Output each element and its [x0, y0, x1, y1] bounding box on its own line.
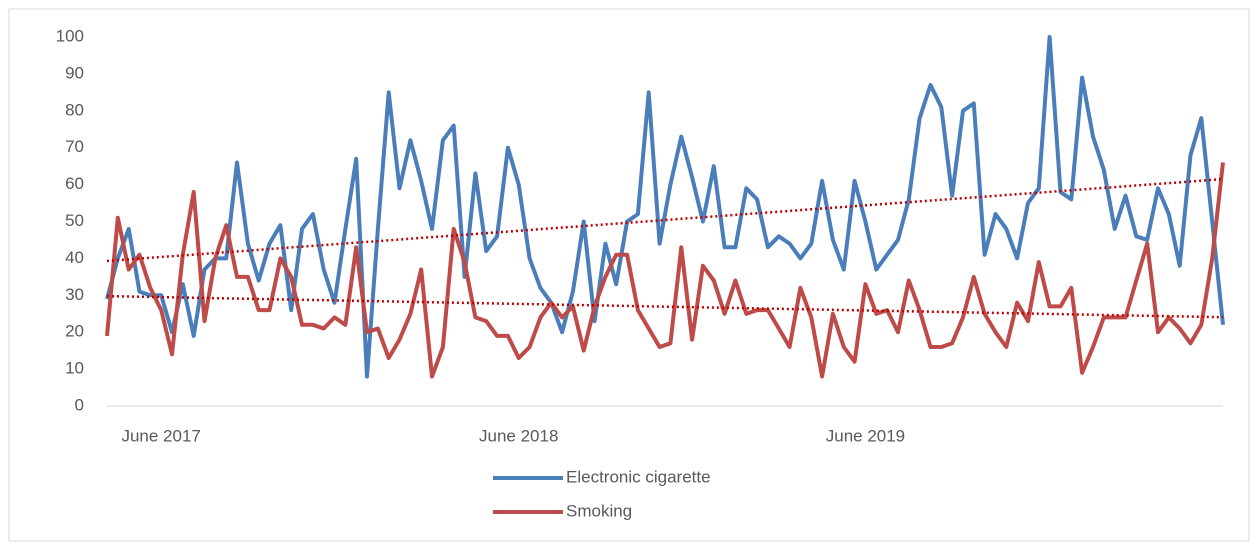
y-tick-label: 90 — [65, 63, 84, 82]
y-tick-label: 30 — [65, 285, 84, 304]
series-line — [105, 162, 1225, 379]
y-tick-label: 50 — [65, 211, 84, 230]
legend-label: Electronic cigarette — [566, 467, 711, 486]
x-tick-label: June 2017 — [121, 426, 200, 445]
series-line — [105, 35, 1225, 379]
legend-label: Smoking — [566, 501, 632, 520]
trendline — [106, 177, 1224, 263]
y-tick-label: 20 — [65, 322, 84, 341]
y-tick-label: 40 — [65, 248, 84, 267]
y-tick-label: 70 — [65, 137, 84, 156]
x-tick-label: June 2018 — [479, 426, 558, 445]
y-tick-label: 10 — [65, 359, 84, 378]
y-tick-label: 100 — [56, 26, 84, 45]
trendline — [106, 294, 1224, 319]
y-tick-label: 0 — [75, 395, 84, 414]
x-tick-label: June 2019 — [826, 426, 905, 445]
y-tick-label: 80 — [65, 100, 84, 119]
y-tick-label: 60 — [65, 174, 84, 193]
chart-border — [8, 8, 1250, 542]
